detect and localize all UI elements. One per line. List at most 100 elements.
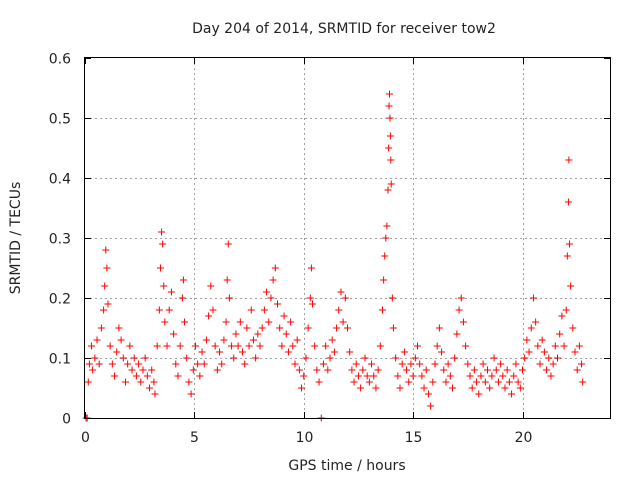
data-point xyxy=(429,378,437,386)
data-point xyxy=(326,354,334,362)
data-point xyxy=(350,378,358,386)
data-point xyxy=(232,330,240,338)
data-point xyxy=(146,384,154,392)
data-point xyxy=(382,234,390,242)
x-tick-label: 10 xyxy=(296,430,314,446)
data-point xyxy=(223,276,231,284)
data-point xyxy=(256,342,264,350)
data-point xyxy=(554,354,561,362)
data-point xyxy=(388,294,396,302)
data-point xyxy=(189,366,197,374)
data-point xyxy=(374,366,382,374)
data-point xyxy=(130,354,138,362)
data-point xyxy=(411,354,419,362)
data-point xyxy=(222,318,230,326)
data-point xyxy=(181,318,189,326)
data-point xyxy=(307,264,315,272)
data-point xyxy=(435,324,443,332)
data-point xyxy=(85,360,93,368)
data-point xyxy=(254,330,262,338)
data-point xyxy=(384,186,392,194)
data-point xyxy=(196,372,204,380)
data-point xyxy=(348,366,356,374)
data-point xyxy=(475,390,483,398)
data-point xyxy=(202,336,210,344)
x-tick-label: 5 xyxy=(190,430,199,446)
data-point xyxy=(499,372,507,380)
data-point xyxy=(333,324,341,332)
data-point xyxy=(473,378,481,386)
data-point xyxy=(352,360,360,368)
data-point xyxy=(512,360,520,368)
data-point xyxy=(311,342,319,350)
data-point xyxy=(503,366,511,374)
data-point xyxy=(247,306,255,314)
data-point xyxy=(363,372,371,380)
data-point xyxy=(187,390,195,398)
data-point xyxy=(141,354,149,362)
data-point xyxy=(183,354,191,362)
data-point xyxy=(455,306,463,314)
data-point xyxy=(263,288,271,296)
data-point xyxy=(243,324,251,332)
data-point xyxy=(178,294,186,302)
data-point xyxy=(521,354,529,362)
data-point xyxy=(361,354,369,362)
data-point xyxy=(579,378,587,386)
data-point xyxy=(516,384,524,392)
data-point xyxy=(139,366,147,374)
data-point xyxy=(330,348,338,356)
data-point xyxy=(126,342,134,350)
data-point xyxy=(357,384,365,392)
data-point xyxy=(479,360,487,368)
data-point xyxy=(335,306,343,314)
x-tick-label: 0 xyxy=(81,430,90,446)
data-point xyxy=(137,378,145,386)
data-point xyxy=(84,378,92,386)
data-point xyxy=(236,318,244,326)
data-point xyxy=(464,360,472,368)
data-point xyxy=(484,366,491,374)
data-point xyxy=(414,342,421,350)
data-point xyxy=(280,312,288,320)
data-point xyxy=(547,372,555,380)
data-point xyxy=(354,372,362,380)
data-point xyxy=(573,366,581,374)
data-point xyxy=(143,372,151,380)
data-point xyxy=(179,276,187,284)
data-point xyxy=(209,306,217,314)
data-point xyxy=(265,318,273,326)
data-point xyxy=(239,348,246,356)
data-point xyxy=(241,360,249,368)
data-point xyxy=(525,348,533,356)
plot-frame xyxy=(84,57,611,419)
data-point xyxy=(394,372,402,380)
data-point xyxy=(185,378,193,386)
data-point xyxy=(165,306,173,314)
data-point xyxy=(529,294,537,302)
data-point xyxy=(453,330,461,338)
data-point xyxy=(300,372,308,380)
data-point xyxy=(108,360,116,368)
data-point xyxy=(492,366,500,374)
data-point xyxy=(269,276,277,284)
data-point xyxy=(407,360,415,368)
data-point xyxy=(304,324,312,332)
data-point xyxy=(260,306,268,314)
grid-lines xyxy=(85,58,610,418)
data-point xyxy=(392,354,400,362)
x-tick-label: 20 xyxy=(515,430,533,446)
data-point xyxy=(176,342,184,350)
data-point xyxy=(532,318,540,326)
data-point xyxy=(385,144,393,152)
y-tick-label: 0.5 xyxy=(49,112,71,128)
data-point xyxy=(519,366,526,374)
y-tick-label: 0.3 xyxy=(49,232,71,248)
data-point xyxy=(117,336,125,344)
data-point xyxy=(385,102,393,110)
data-point xyxy=(387,180,395,188)
data-point xyxy=(328,336,336,344)
data-point xyxy=(194,360,202,368)
data-point xyxy=(403,366,411,374)
